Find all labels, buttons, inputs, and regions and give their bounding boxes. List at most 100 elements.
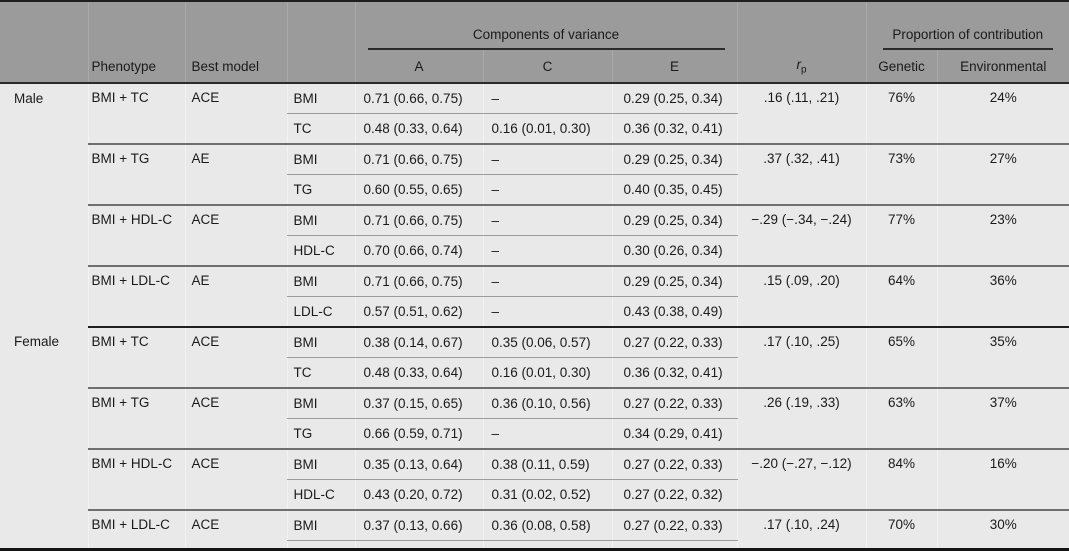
cell-e: 0.27 (0.22, 0.32) — [611, 479, 738, 511]
table-row: BMI + LDL-C ACE BMI 0.37 (0.13, 0.66) 0.… — [0, 510, 1069, 548]
cell-phenotype: BMI + HDL-C — [87, 449, 185, 511]
cell-trait: BMI — [286, 266, 355, 297]
cell-best-model: ACE — [184, 449, 287, 511]
table-row: Female BMI + TC ACE BMI 0.38 (0.14, 0.67… — [0, 327, 1069, 389]
cell-e: 0.43 (0.38, 0.49) — [611, 296, 738, 328]
table-row: BMI + HDL-C ACE BMI 0.71 (0.66, 0.75) – … — [0, 205, 1069, 267]
header-trait-empty — [286, 50, 355, 84]
cell-rp: .17 (.10, .24) — [736, 510, 867, 548]
cell-environmental: 30% — [936, 510, 1069, 548]
cell-c: – — [482, 296, 612, 328]
table-row: LDL-C 0.71 (0.64, 0.76) – 0.29 (0.24, 0.… — [0, 540, 1069, 548]
cell-a: 0.71 (0.66, 0.75) — [354, 205, 483, 236]
header-col-rp: rp — [736, 50, 867, 84]
cell-e: 0.36 (0.32, 0.41) — [611, 357, 738, 389]
cell-phenotype: BMI + TC — [87, 327, 185, 389]
cell-trait: TG — [286, 418, 355, 450]
table-row: TC 0.48 (0.33, 0.64) 0.16 (0.01, 0.30) 0… — [0, 357, 1069, 389]
cell-c: – — [482, 205, 612, 236]
cell-genetic: 73% — [865, 144, 938, 206]
header-col-environmental: Environmental — [936, 50, 1069, 84]
header-column-row: Phenotype Best model A C E rp Genetic En… — [0, 50, 1069, 84]
cell-c: – — [482, 235, 612, 267]
cell-genetic: 65% — [865, 327, 938, 389]
cell-phenotype: BMI + TC — [87, 83, 185, 145]
cell-a: 0.57 (0.51, 0.62) — [354, 296, 483, 328]
cell-c: 0.36 (0.08, 0.58) — [482, 510, 612, 541]
cell-a: 0.71 (0.66, 0.75) — [354, 266, 483, 297]
cell-a: 0.43 (0.20, 0.72) — [354, 479, 483, 511]
cell-trait: LDL-C — [286, 296, 355, 328]
cell-a: 0.71 (0.66, 0.75) — [354, 83, 483, 114]
sex-label: Male — [14, 91, 44, 106]
cell-e: 0.27 (0.22, 0.33) — [611, 510, 738, 541]
table-row: BMI + TG ACE BMI 0.37 (0.15, 0.65) 0.36 … — [0, 388, 1069, 450]
cell-a: 0.35 (0.13, 0.64) — [354, 449, 483, 480]
cell-trait: BMI — [286, 510, 355, 541]
cell-e: 0.27 (0.22, 0.33) — [611, 449, 738, 480]
cell-a: 0.60 (0.55, 0.65) — [354, 174, 483, 206]
cell-e: 0.27 (0.22, 0.33) — [611, 388, 738, 419]
cell-c: 0.31 (0.02, 0.52) — [482, 479, 612, 511]
cell-phenotype: BMI + LDL-C — [87, 510, 185, 548]
cell-trait: BMI — [286, 83, 355, 114]
cell-genetic: 76% — [865, 83, 938, 145]
cell-trait: LDL-C — [286, 540, 355, 548]
table-row: BMI + TG AE BMI 0.71 (0.66, 0.75) – 0.29… — [0, 144, 1069, 206]
table-row: Male BMI + TC ACE BMI 0.71 (0.66, 0.75) … — [0, 83, 1069, 145]
cell-trait: BMI — [286, 205, 355, 236]
cell-genetic: 77% — [865, 205, 938, 267]
cell-trait: TC — [286, 357, 355, 389]
header-spacer-sex — [0, 2, 88, 50]
cell-c: – — [482, 418, 612, 450]
cell-a: 0.37 (0.15, 0.65) — [354, 388, 483, 419]
cell-environmental: 37% — [936, 388, 1069, 450]
cell-e: 0.29 (0.25, 0.34) — [611, 205, 738, 236]
cell-environmental: 36% — [936, 266, 1069, 328]
header-col-a: A — [354, 50, 483, 84]
components-group-label: Components of variance — [367, 26, 725, 50]
cell-trait: BMI — [286, 388, 355, 419]
cell-e: 0.40 (0.35, 0.45) — [611, 174, 738, 206]
cell-e: 0.29 (0.25, 0.34) — [611, 266, 738, 297]
cell-phenotype: BMI + HDL-C — [87, 205, 185, 267]
header-best-model: Best model — [184, 50, 287, 84]
header-col-c: C — [482, 50, 612, 84]
cell-c: – — [482, 144, 612, 175]
cell-phenotype: BMI + TG — [87, 144, 185, 206]
cell-e: 0.34 (0.29, 0.41) — [611, 418, 738, 450]
cell-e: 0.30 (0.26, 0.34) — [611, 235, 738, 267]
header-col-genetic: Genetic — [865, 50, 938, 84]
cell-trait: TC — [286, 113, 355, 145]
table-row: TG 0.66 (0.59, 0.71) – 0.34 (0.29, 0.41) — [0, 418, 1069, 450]
cell-environmental: 23% — [936, 205, 1069, 267]
cell-trait: BMI — [286, 327, 355, 358]
table-row: TC 0.48 (0.33, 0.64) 0.16 (0.01, 0.30) 0… — [0, 113, 1069, 145]
cell-e: 0.29 (0.24, 0.36) — [611, 540, 738, 548]
table-row: HDL-C 0.70 (0.66, 0.74) – 0.30 (0.26, 0.… — [0, 235, 1069, 267]
cell-best-model: ACE — [184, 388, 287, 450]
header-sex-empty — [0, 50, 88, 84]
cell-rp: −.29 (−.34, −.24) — [736, 205, 867, 267]
cell-c: – — [482, 174, 612, 206]
cell-rp: .17 (.10, .25) — [736, 327, 867, 389]
header-spacer-rp — [736, 2, 867, 50]
cell-best-model: AE — [184, 266, 287, 328]
cell-rp: .15 (.09, .20) — [736, 266, 867, 328]
cell-a: 0.48 (0.33, 0.64) — [354, 357, 483, 389]
cell-trait: HDL-C — [286, 235, 355, 267]
cell-a: 0.71 (0.66, 0.75) — [354, 144, 483, 175]
header-spacer-phenotype — [87, 2, 185, 50]
cell-best-model: ACE — [184, 510, 287, 548]
cell-a: 0.37 (0.13, 0.66) — [354, 510, 483, 541]
table-row: BMI + HDL-C ACE BMI 0.35 (0.13, 0.64) 0.… — [0, 449, 1069, 511]
cell-best-model: ACE — [184, 327, 287, 389]
cell-genetic: 63% — [865, 388, 938, 450]
cell-trait: BMI — [286, 449, 355, 480]
header-proportion-group: Proportion of contribution — [865, 2, 1069, 50]
cell-trait: BMI — [286, 144, 355, 175]
cell-phenotype: BMI + LDL-C — [87, 266, 185, 328]
cell-a: 0.38 (0.14, 0.67) — [354, 327, 483, 358]
